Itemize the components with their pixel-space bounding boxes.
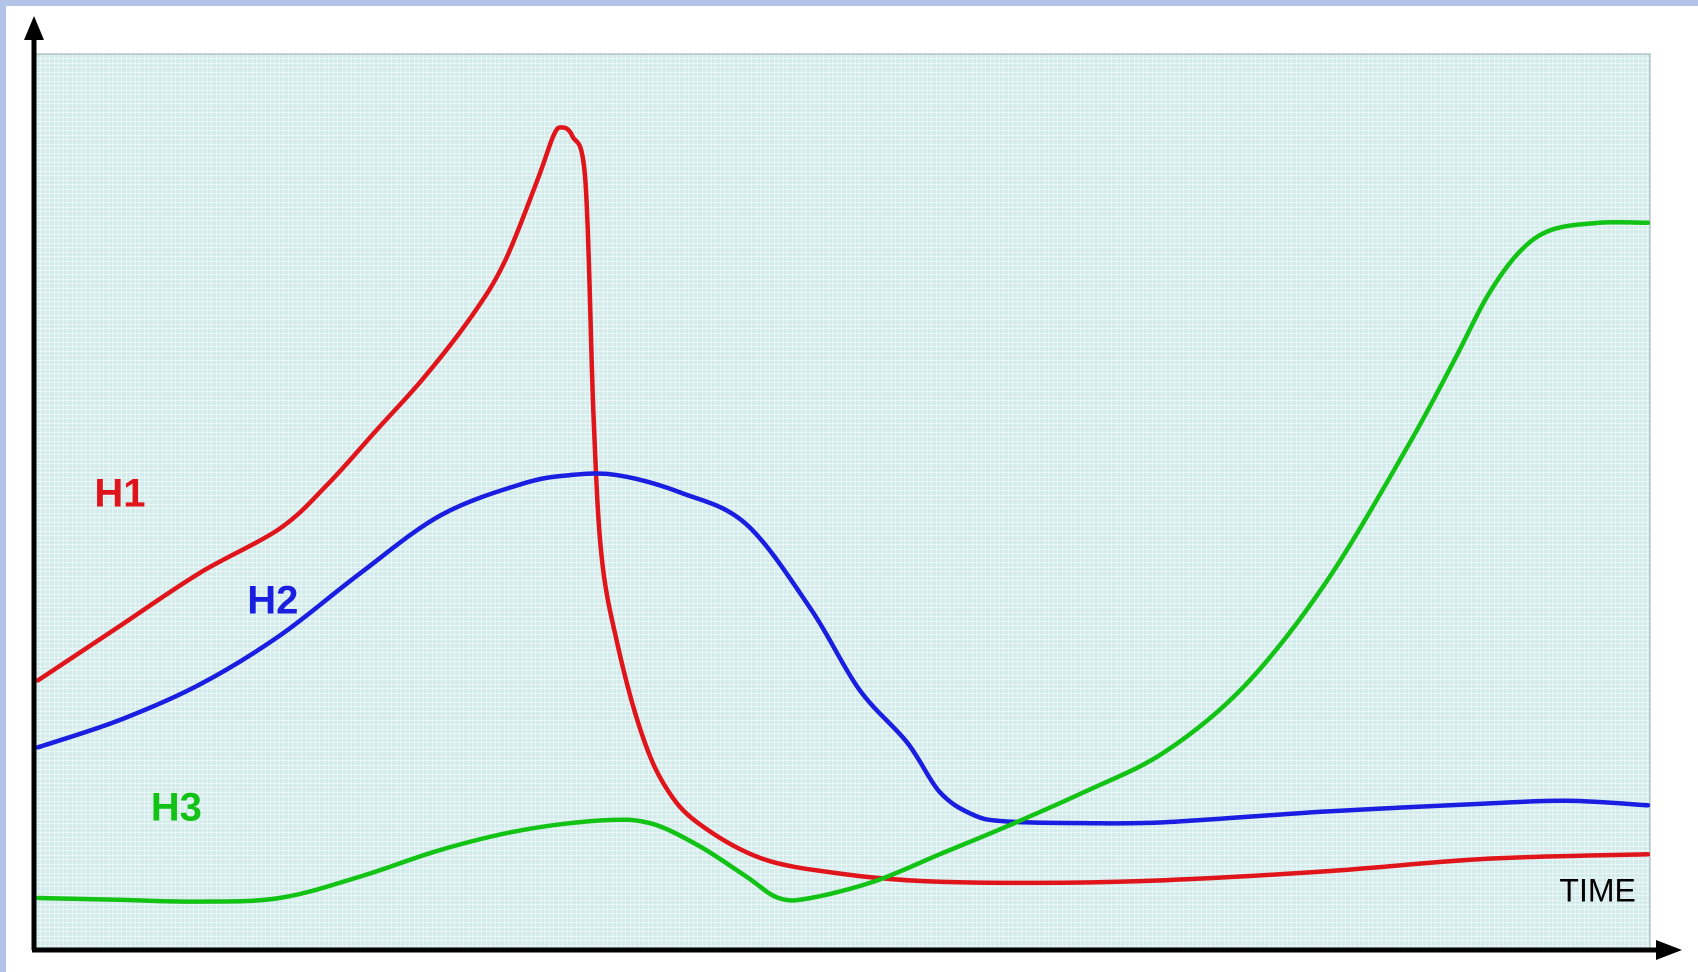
axes — [24, 16, 1682, 960]
plot-area — [35, 53, 1651, 949]
series-line-h3 — [36, 220, 1650, 904]
page-border-top — [0, 0, 1698, 6]
series-line-h1 — [36, 125, 1650, 886]
x-axis-arrow-icon — [1656, 940, 1682, 960]
series-line-h2 — [36, 471, 1650, 826]
x-axis-label: TIME — [1559, 873, 1635, 909]
series-lines — [36, 125, 1650, 904]
y-axis-arrow-icon — [24, 16, 44, 40]
series-label-h1: H1 — [94, 472, 145, 516]
series-label-h2: H2 — [247, 579, 298, 623]
page-border-left — [0, 0, 6, 972]
series-label-h3: H3 — [151, 785, 202, 829]
